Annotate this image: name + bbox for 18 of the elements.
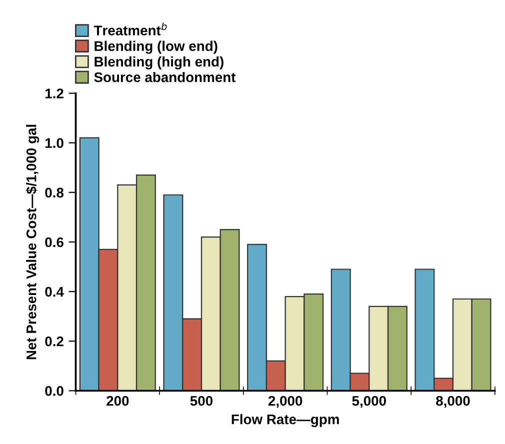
x-tick-label: 2,000	[268, 396, 302, 408]
y-tick-label: 1.0	[46, 138, 64, 148]
x-tick-label: 200	[106, 396, 129, 406]
x-tick-label: 500	[190, 396, 213, 406]
y-tick-label: 0.6	[45, 237, 64, 248]
y-tick-label: 1.2	[46, 88, 64, 98]
y-tick-label: 0.0	[45, 386, 64, 396]
y-axis-title: Net Present Value Cost—$/1,000 gal	[26, 124, 40, 360]
legend-label: Source abandonment	[94, 72, 236, 82]
x-tick-label: 8,000	[436, 396, 470, 408]
x-tick-label: 5,000	[352, 396, 386, 408]
y-tick-label: 0.8	[45, 188, 64, 198]
legend-label: Blending (low end)	[94, 40, 218, 54]
legend-label: Treatment$^{b}$	[94, 22, 167, 36]
x-axis-title: Flow Rate—gpm	[232, 414, 339, 428]
legend-label: Blending (high end)	[94, 56, 224, 70]
y-tick-label: 0.2	[45, 336, 64, 346]
y-tick-label: 0.4	[45, 286, 64, 297]
